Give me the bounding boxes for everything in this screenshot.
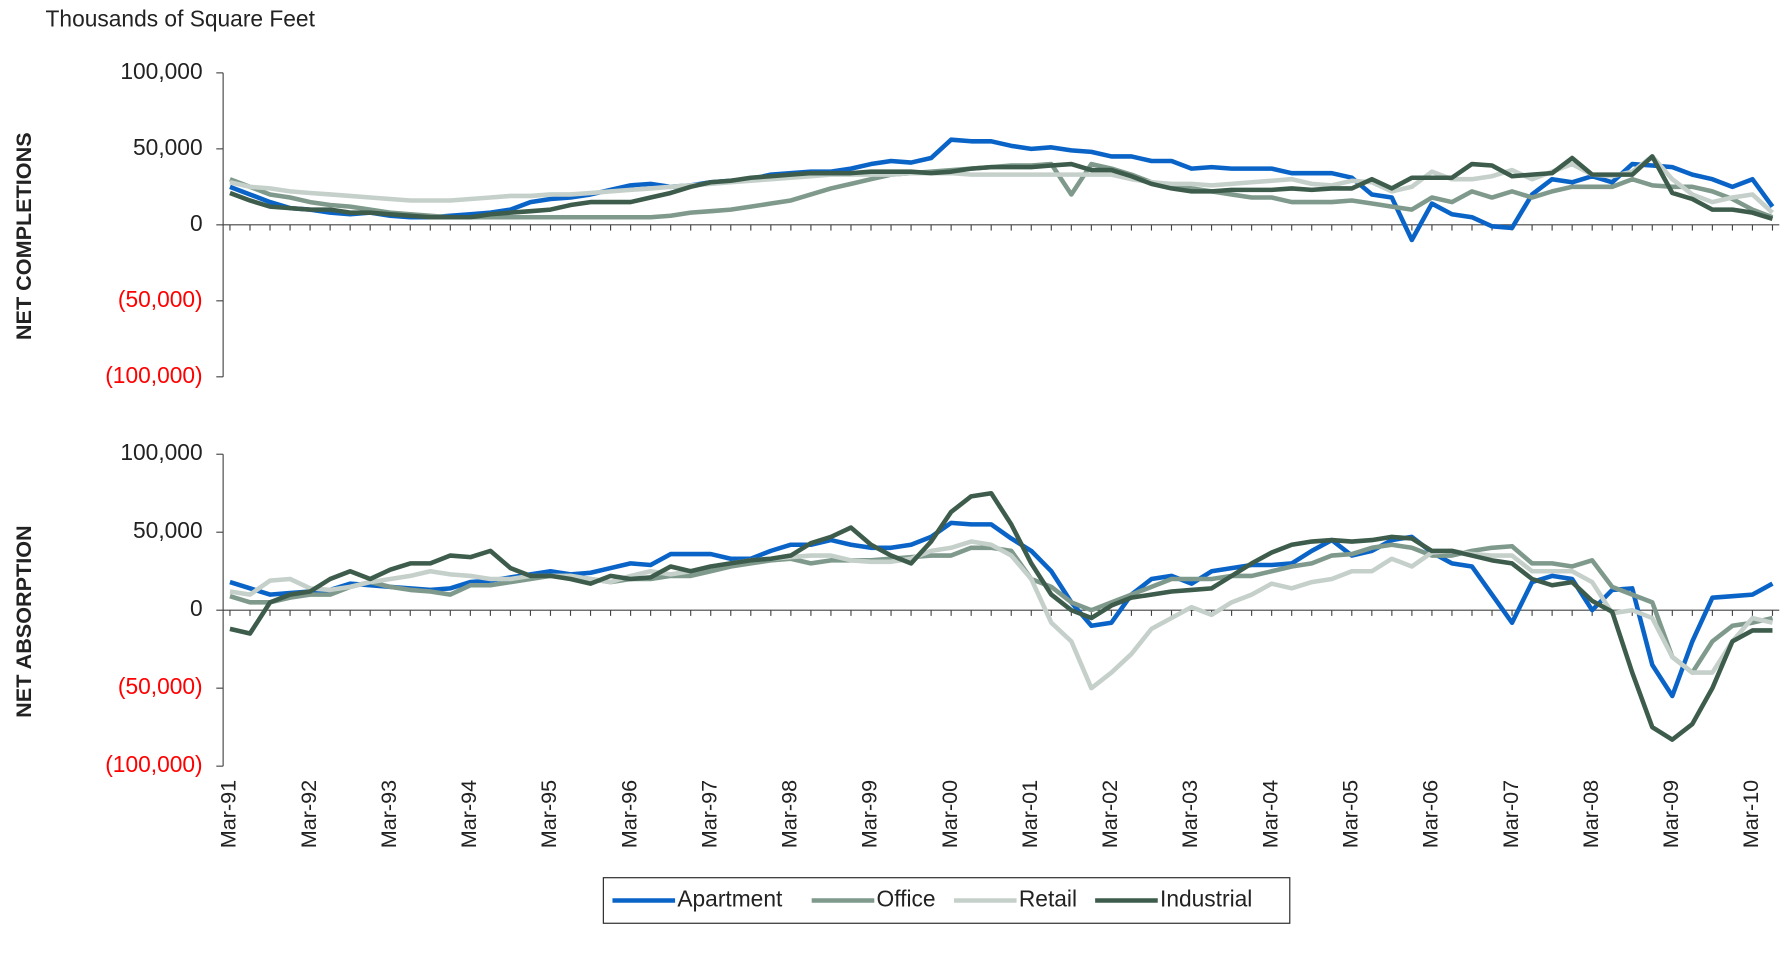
y-tick-label: (100,000) bbox=[105, 751, 202, 777]
y-tick-label: 0 bbox=[190, 210, 203, 236]
x-tick-label: Mar-05 bbox=[1338, 780, 1363, 848]
legend-label: Industrial bbox=[1160, 885, 1252, 911]
x-tick-label: Mar-07 bbox=[1498, 780, 1523, 848]
x-tick-label: Mar-02 bbox=[1097, 780, 1122, 848]
x-tick-label: Mar-98 bbox=[777, 780, 802, 848]
y-axis-title: NET COMPLETIONS bbox=[11, 132, 36, 340]
y-tick-label: 100,000 bbox=[120, 58, 202, 84]
legend-label: Apartment bbox=[677, 885, 783, 911]
series-line bbox=[229, 542, 1773, 675]
y-tick-label: (50,000) bbox=[118, 286, 203, 312]
x-tick-label: Mar-06 bbox=[1418, 780, 1443, 848]
y-tick-label: 50,000 bbox=[133, 134, 203, 160]
x-tick-label: Mar-97 bbox=[696, 780, 721, 848]
series-line bbox=[229, 491, 1773, 742]
y-tick-label: (50,000) bbox=[118, 673, 203, 699]
x-tick-label: Mar-01 bbox=[1017, 780, 1042, 848]
unit-label: Thousands of Square Feet bbox=[46, 6, 316, 32]
y-tick-label: 50,000 bbox=[133, 517, 203, 543]
x-tick-label: Mar-92 bbox=[296, 780, 321, 848]
legend-label: Retail bbox=[1019, 885, 1077, 911]
x-tick-label: Mar-08 bbox=[1578, 780, 1603, 848]
x-tick-label: Mar-99 bbox=[857, 780, 882, 848]
series-line bbox=[229, 520, 1774, 699]
y-tick-label: 0 bbox=[190, 595, 203, 621]
x-tick-label: Mar-10 bbox=[1738, 780, 1763, 848]
y-tick-label: (100,000) bbox=[105, 362, 202, 388]
series-line bbox=[229, 539, 1773, 691]
x-tick-label: Mar-94 bbox=[456, 780, 481, 848]
x-tick-label: Mar-91 bbox=[216, 780, 241, 848]
x-tick-label: Mar-93 bbox=[376, 780, 401, 848]
x-tick-label: Mar-04 bbox=[1257, 780, 1282, 848]
legend-label: Office bbox=[877, 885, 936, 911]
y-axis-title: NET ABSORPTION bbox=[11, 525, 36, 717]
legend-box bbox=[602, 877, 1291, 924]
x-tick-label: Mar-09 bbox=[1658, 780, 1683, 848]
series-line bbox=[229, 154, 1774, 221]
x-tick-label: Mar-03 bbox=[1177, 780, 1202, 848]
y-tick-label: 100,000 bbox=[120, 439, 202, 465]
x-tick-label: Mar-95 bbox=[536, 780, 561, 848]
x-tick-label: Mar-96 bbox=[616, 780, 641, 848]
x-tick-label: Mar-00 bbox=[937, 780, 962, 848]
series-line bbox=[229, 154, 1775, 215]
